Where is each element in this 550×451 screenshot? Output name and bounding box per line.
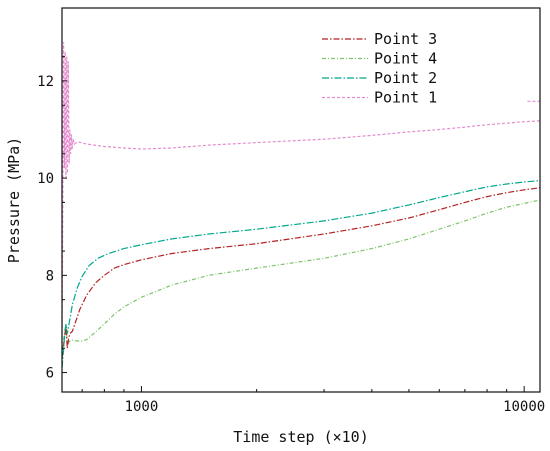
legend-label: Point 1 (374, 89, 437, 107)
series-layer (61, 41, 541, 368)
x-axis-title: Time step (×10) (233, 428, 368, 446)
tick-layer: 6 8 10 12 1000 10000 (37, 56, 545, 415)
series-line-point-3 (61, 187, 541, 359)
y-tick-label: 8 (46, 268, 54, 284)
series-line-point-2 (61, 180, 541, 368)
y-tick-label: 10 (37, 171, 54, 187)
series-line-point-1 (61, 41, 541, 349)
legend-label: Point 4 (374, 50, 437, 68)
y-tick-label: 12 (37, 74, 54, 90)
x-tick-label: 1000 (125, 399, 159, 415)
legend-label: Point 3 (374, 30, 437, 48)
y-tick-label: 6 (46, 366, 54, 382)
plot-frame (61, 7, 541, 393)
legend-label: Point 2 (374, 69, 437, 87)
x-tick-label: 10000 (503, 399, 545, 415)
y-axis-title: Pressure (MPa) (5, 137, 23, 263)
